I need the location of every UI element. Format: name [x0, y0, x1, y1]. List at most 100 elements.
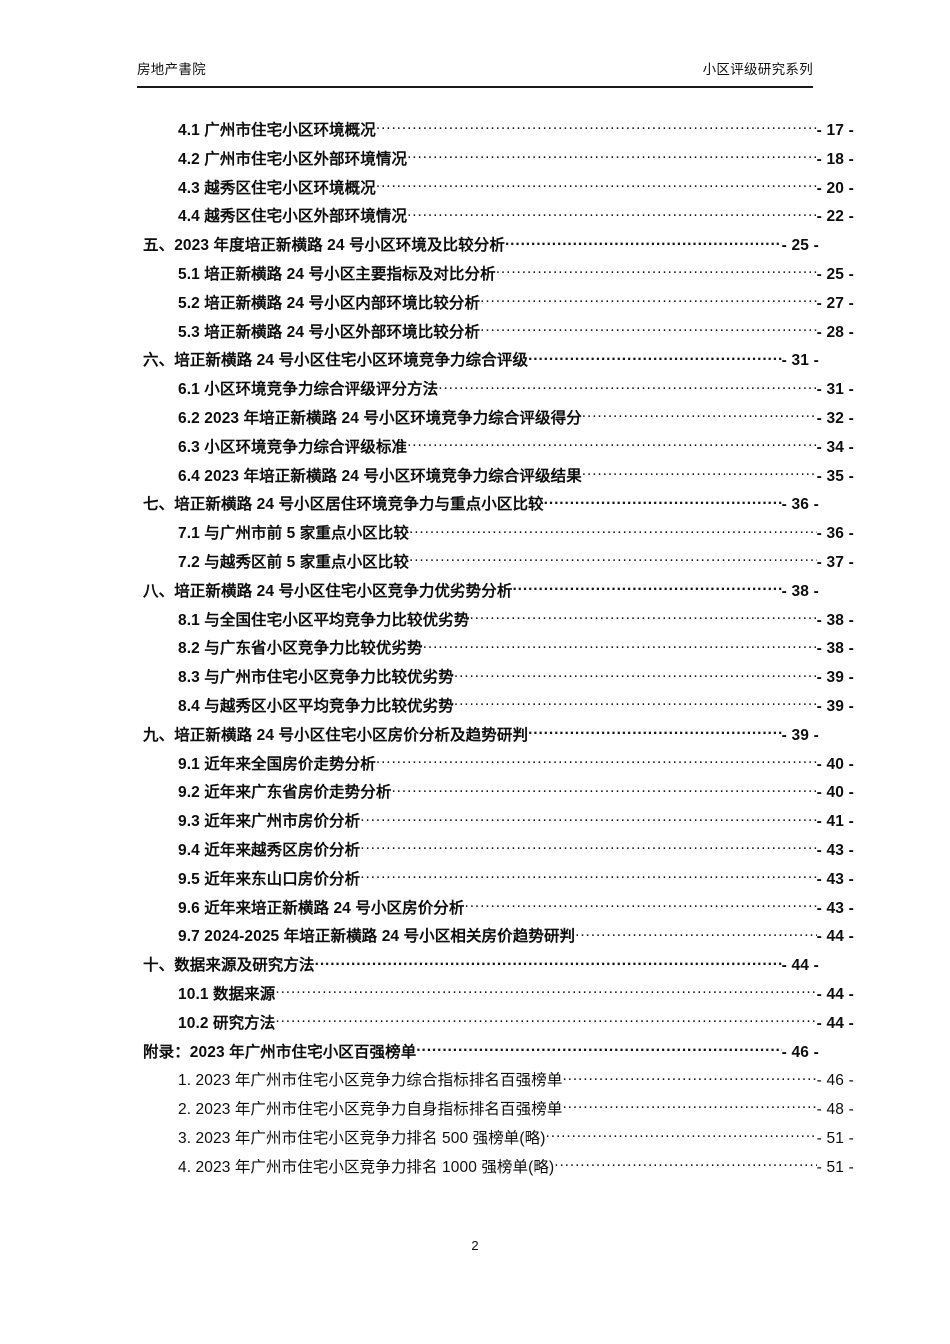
- toc-entry-label: 6.4 2023 年培正新横路 24 号小区环境竞争力综合评级结果: [178, 467, 582, 485]
- toc-leader-dots: [528, 724, 782, 740]
- header-divider-rule: [137, 86, 813, 88]
- toc-entry-page-number: - 39 -: [816, 697, 854, 715]
- toc-entry[interactable]: 6.2 2023 年培正新横路 24 号小区环境竞争力综合评级得分 - 32 -: [137, 406, 854, 435]
- toc-entry[interactable]: 5.1 培正新横路 24 号小区主要指标及对比分析 - 25 -: [137, 262, 854, 291]
- toc-entry[interactable]: 4.2 广州市住宅小区外部环境情况 - 18 -: [137, 147, 854, 176]
- toc-entry-page-number: - 43 -: [816, 870, 854, 888]
- toc-entry-page-number: - 51 -: [816, 1158, 854, 1176]
- toc-entry-label: 6.3 小区环境竞争力综合评级标准: [178, 438, 408, 456]
- toc-entry[interactable]: 9.7 2024-2025 年培正新横路 24 号小区相关房价趋势研判 - 44 …: [137, 924, 854, 953]
- toc-entry[interactable]: 10.2 研究方法 - 44 -: [137, 1011, 854, 1040]
- toc-entry[interactable]: 6.1 小区环境竞争力综合评级评分方法 - 31 -: [137, 377, 854, 406]
- toc-entry-page-number: - 38 -: [816, 640, 854, 658]
- toc-entry[interactable]: 5.3 培正新横路 24 号小区外部环境比较分析 - 28 -: [137, 320, 854, 349]
- toc-entry-label: 8.4 与越秀区小区平均竞争力比较优劣势: [178, 697, 454, 715]
- toc-entry-label: 五、2023 年度培正新横路 24 号小区环境及比较分析: [143, 237, 505, 255]
- toc-leader-dots: [315, 955, 782, 971]
- toc-entry-page-number: - 38 -: [781, 582, 819, 600]
- toc-entry-label: 六、培正新横路 24 号小区住宅小区环境竞争力综合评级: [143, 352, 529, 370]
- toc-leader-dots: [544, 494, 782, 510]
- toc-entry-label: 10.1 数据来源: [178, 985, 276, 1003]
- toc-entry-label: 4.2 广州市住宅小区外部环境情况: [178, 150, 408, 168]
- toc-leader-dots: [438, 379, 816, 395]
- toc-entry[interactable]: 8.1 与全国住宅小区平均竞争力比较优劣势 - 38 -: [137, 608, 854, 637]
- toc-entry[interactable]: 4. 2023 年广州市住宅小区竞争力排名 1000 强榜单(略) - 51 -: [137, 1155, 854, 1184]
- toc-leader-dots: [360, 868, 816, 884]
- toc-entry-page-number: - 46 -: [781, 1043, 819, 1061]
- toc-entry[interactable]: 9.2 近年来广东省房价走势分析 - 40 -: [137, 780, 854, 809]
- toc-entry[interactable]: 5.2 培正新横路 24 号小区内部环境比较分析 - 27 -: [137, 291, 854, 320]
- toc-leader-dots: [454, 667, 817, 683]
- toc-entry-page-number: - 43 -: [816, 899, 854, 917]
- toc-entry[interactable]: 10.1 数据来源 - 44 -: [137, 982, 854, 1011]
- toc-entry[interactable]: 6.3 小区环境竞争力综合评级标准 - 34 -: [137, 435, 854, 464]
- toc-entry[interactable]: 1. 2023 年广州市住宅小区竞争力综合指标排名百强榜单 - 46 -: [137, 1068, 854, 1097]
- toc-leader-dots: [275, 983, 816, 999]
- toc-entry-label: 9.5 近年来东山口房价分析: [178, 870, 361, 888]
- toc-entry[interactable]: 9.5 近年来东山口房价分析 - 43 -: [137, 867, 854, 896]
- toc-entry-label: 6.2 2023 年培正新横路 24 号小区环境竞争力综合评级得分: [178, 409, 582, 427]
- toc-entry[interactable]: 9.3 近年来广州市房价分析 - 41 -: [137, 809, 854, 838]
- toc-entry[interactable]: 9.4 近年来越秀区房价分析 - 43 -: [137, 838, 854, 867]
- toc-entry[interactable]: 8.3 与广州市住宅小区竞争力比较优劣势 - 39 -: [137, 665, 854, 694]
- toc-entry[interactable]: 6.4 2023 年培正新横路 24 号小区环境竞争力综合评级结果 - 35 -: [137, 464, 854, 493]
- toc-entry[interactable]: 7.1 与广州市前 5 家重点小区比较 - 36 -: [137, 521, 854, 550]
- toc-entry-page-number: - 36 -: [781, 496, 819, 514]
- toc-entry-label: 6.1 小区环境竞争力综合评级评分方法: [178, 381, 439, 399]
- toc-leader-dots: [409, 551, 817, 567]
- toc-entry-label: 5.1 培正新横路 24 号小区主要指标及对比分析: [178, 265, 496, 283]
- toc-entry[interactable]: 2. 2023 年广州市住宅小区竞争力自身指标排名百强榜单 - 48 -: [137, 1097, 854, 1126]
- toc-entry-label: 9.7 2024-2025 年培正新横路 24 号小区相关房价趋势研判: [178, 928, 576, 946]
- toc-entry[interactable]: 9.1 近年来全国房价走势分析 - 40 -: [137, 752, 854, 781]
- toc-entry[interactable]: 八、培正新横路 24 号小区住宅小区竞争力优劣势分析 - 38 -: [137, 579, 819, 608]
- toc-entry[interactable]: 十、数据来源及研究方法 - 44 -: [137, 953, 819, 982]
- toc-leader-dots: [407, 148, 817, 164]
- toc-entry[interactable]: 七、培正新横路 24 号小区居住环境竞争力与重点小区比较 - 36 -: [137, 492, 819, 521]
- toc-entry[interactable]: 7.2 与越秀区前 5 家重点小区比较 - 37 -: [137, 550, 854, 579]
- toc-entry[interactable]: 六、培正新横路 24 号小区住宅小区环境竞争力综合评级 - 31 -: [137, 348, 819, 377]
- toc-entry-label: 附录：2023 年广州市住宅小区百强榜单: [143, 1043, 417, 1061]
- toc-leader-dots: [554, 1156, 816, 1172]
- toc-entry-page-number: - 20 -: [816, 179, 854, 197]
- toc-entry-page-number: - 35 -: [816, 467, 854, 485]
- toc-leader-dots: [360, 839, 816, 855]
- toc-entry[interactable]: 4.1 广州市住宅小区环境概况 - 17 -: [137, 118, 854, 147]
- toc-entry-label: 9.4 近年来越秀区房价分析: [178, 841, 361, 859]
- toc-entry-label: 9.1 近年来全国房价走势分析: [178, 755, 376, 773]
- toc-leader-dots: [376, 753, 817, 769]
- toc-entry-page-number: - 44 -: [816, 928, 854, 946]
- toc-entry-label: 5.3 培正新横路 24 号小区外部环境比较分析: [178, 323, 481, 341]
- toc-entry-page-number: - 38 -: [816, 611, 854, 629]
- toc-leader-dots: [480, 321, 817, 337]
- toc-entry-page-number: - 41 -: [816, 813, 854, 831]
- toc-entry-label: 十、数据来源及研究方法: [143, 957, 315, 975]
- toc-entry[interactable]: 3. 2023 年广州市住宅小区竞争力排名 500 强榜单(略) - 51 -: [137, 1126, 854, 1155]
- toc-entry[interactable]: 附录：2023 年广州市住宅小区百强榜单 - 46 -: [137, 1040, 819, 1069]
- toc-entry-page-number: - 48 -: [816, 1101, 854, 1119]
- toc-leader-dots: [423, 638, 817, 654]
- toc-entry-label: 9.6 近年来培正新横路 24 号小区房价分析: [178, 899, 465, 917]
- toc-leader-dots: [409, 523, 817, 539]
- toc-leader-dots: [376, 120, 817, 136]
- toc-leader-dots: [528, 350, 782, 366]
- toc-entry[interactable]: 4.3 越秀区住宅小区环境概况 - 20 -: [137, 176, 854, 205]
- toc-entry-label: 9.3 近年来广州市房价分析: [178, 813, 361, 831]
- toc-entry[interactable]: 8.2 与广东省小区竞争力比较优劣势 - 38 -: [137, 636, 854, 665]
- toc-entry-page-number: - 51 -: [816, 1129, 854, 1147]
- toc-entry[interactable]: 五、2023 年度培正新横路 24 号小区环境及比较分析 - 25 -: [137, 233, 819, 262]
- toc-entry[interactable]: 九、培正新横路 24 号小区住宅小区房价分析及趋势研判 - 39 -: [137, 723, 819, 752]
- toc-entry-label: 7.1 与广州市前 5 家重点小区比较: [178, 525, 409, 543]
- toc-leader-dots: [562, 1099, 816, 1115]
- toc-entry-page-number: - 39 -: [781, 726, 819, 744]
- toc-entry[interactable]: 4.4 越秀区住宅小区外部环境情况 - 22 -: [137, 204, 854, 233]
- toc-entry[interactable]: 9.6 近年来培正新横路 24 号小区房价分析 - 43 -: [137, 896, 854, 925]
- toc-entry-page-number: - 28 -: [816, 323, 854, 341]
- toc-entry[interactable]: 8.4 与越秀区小区平均竞争力比较优劣势 - 39 -: [137, 694, 854, 723]
- page-number-footer: 2: [471, 1238, 479, 1253]
- toc-leader-dots: [480, 292, 817, 308]
- toc-leader-dots: [275, 1012, 816, 1028]
- toc-entry-label: 8.3 与广州市住宅小区竞争力比较优劣势: [178, 669, 454, 687]
- toc-entry-label: 8.1 与全国住宅小区平均竞争力比较优劣势: [178, 611, 470, 629]
- toc-leader-dots: [416, 1041, 781, 1057]
